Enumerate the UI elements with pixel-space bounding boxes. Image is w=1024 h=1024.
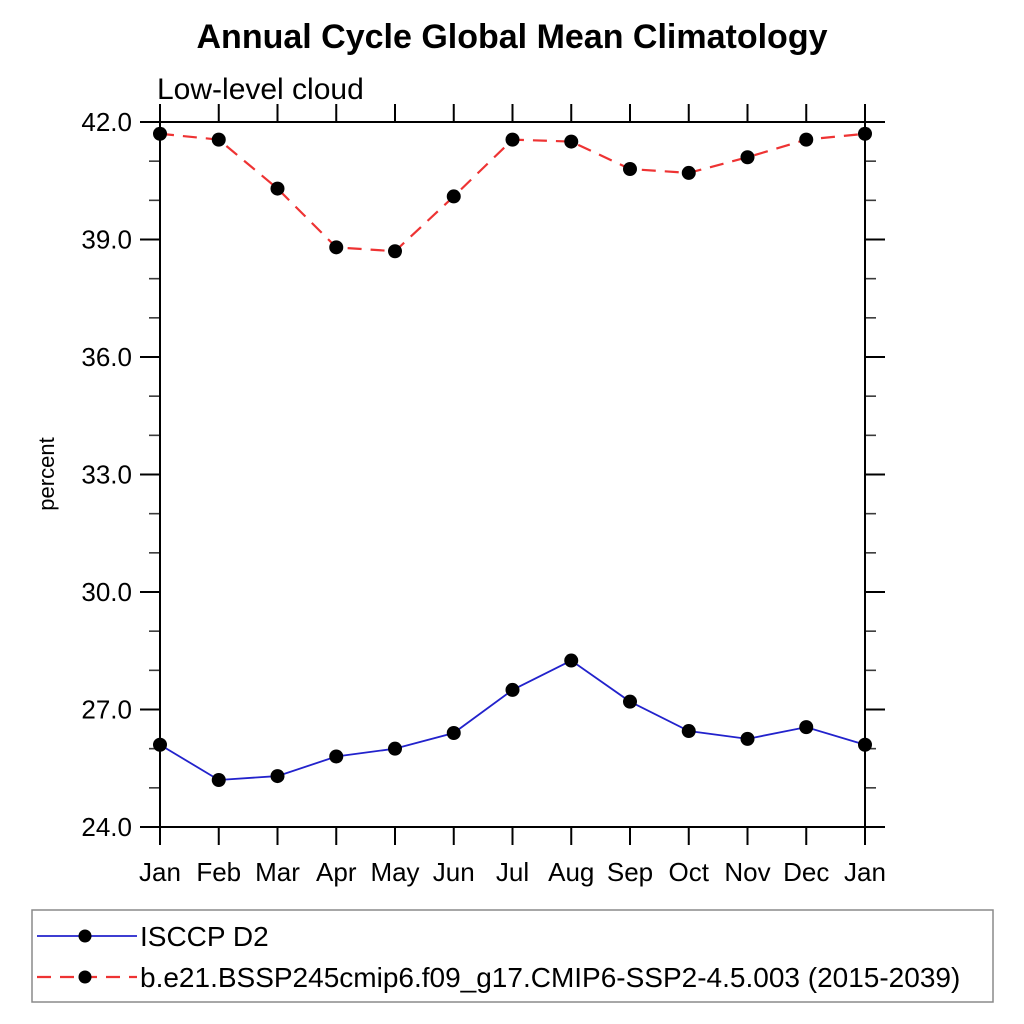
y-tick-label: 36.0	[81, 342, 132, 372]
legend-label-isccp-d2: ISCCP D2	[140, 921, 269, 952]
legend-sample-marker-1	[78, 970, 92, 984]
data-point-marker	[446, 726, 461, 740]
chart-title: Annual Cycle Global Mean Climatology	[197, 18, 828, 56]
data-point-marker	[740, 731, 755, 746]
data-point-marker	[211, 132, 226, 147]
data-point-marker	[681, 724, 696, 739]
legend-sample-marker-0	[78, 929, 92, 943]
x-tick-label: Dec	[783, 857, 829, 887]
data-point-marker	[211, 773, 226, 787]
x-tick-label: Jan	[844, 857, 886, 887]
x-tick-label: May	[370, 857, 419, 887]
y-tick-label: 27.0	[81, 695, 132, 725]
data-point-marker	[446, 189, 461, 204]
data-point-marker	[681, 165, 696, 180]
data-point-marker	[505, 682, 520, 697]
x-tick-label: Jan	[139, 857, 181, 887]
y-tick-labels: 24.0 27.0 30.0 33.0 36.0 39.0 42.0	[81, 107, 132, 842]
legend-label-model-run: b.e21.BSSP245cmip6.f09_g17.CMIP6-SSP2-4.…	[140, 962, 960, 993]
x-tick-label: Jul	[496, 857, 529, 887]
data-point-marker	[270, 769, 285, 784]
x-tick-labels: Jan Feb Mar Apr May Jun Jul Aug Sep Oct Nov Dec Jan	[139, 857, 886, 887]
legend-box	[31, 909, 994, 1003]
y-tick-label: 33.0	[81, 460, 132, 490]
legend-samples	[37, 929, 137, 984]
x-tick-label: Feb	[196, 857, 241, 887]
data-point-marker	[270, 181, 285, 196]
y-tick-label: 30.0	[81, 577, 132, 607]
x-tick-label: Jun	[433, 857, 475, 887]
data-point-marker	[799, 132, 814, 147]
series-lines	[153, 126, 872, 787]
data-point-marker	[388, 244, 402, 259]
axis-ticks	[140, 104, 885, 845]
y-axis-label: percent	[34, 437, 59, 510]
data-point-marker	[564, 134, 579, 149]
x-tick-label: Sep	[607, 857, 653, 887]
data-point-marker	[329, 749, 344, 764]
data-point-marker	[623, 694, 637, 709]
chart-subtitle: Low-level cloud	[157, 73, 364, 106]
plot-border	[159, 121, 866, 828]
y-tick-label: 39.0	[81, 225, 132, 255]
series-line-1	[159, 132, 866, 253]
x-tick-label: Aug	[548, 857, 594, 887]
x-tick-label: Oct	[669, 857, 710, 887]
x-tick-label: Nov	[724, 857, 770, 887]
data-point-marker	[505, 132, 520, 147]
y-tick-label: 24.0	[81, 812, 132, 842]
data-point-marker	[388, 741, 402, 756]
data-point-marker	[799, 720, 814, 735]
x-tick-label: Apr	[316, 857, 357, 887]
series-line-0	[159, 659, 866, 781]
data-point-marker	[564, 653, 579, 668]
data-point-marker	[623, 162, 637, 176]
data-point-marker	[329, 240, 344, 255]
x-tick-label: Mar	[255, 857, 300, 887]
data-point-marker	[740, 150, 755, 165]
y-tick-label: 42.0	[81, 107, 132, 137]
